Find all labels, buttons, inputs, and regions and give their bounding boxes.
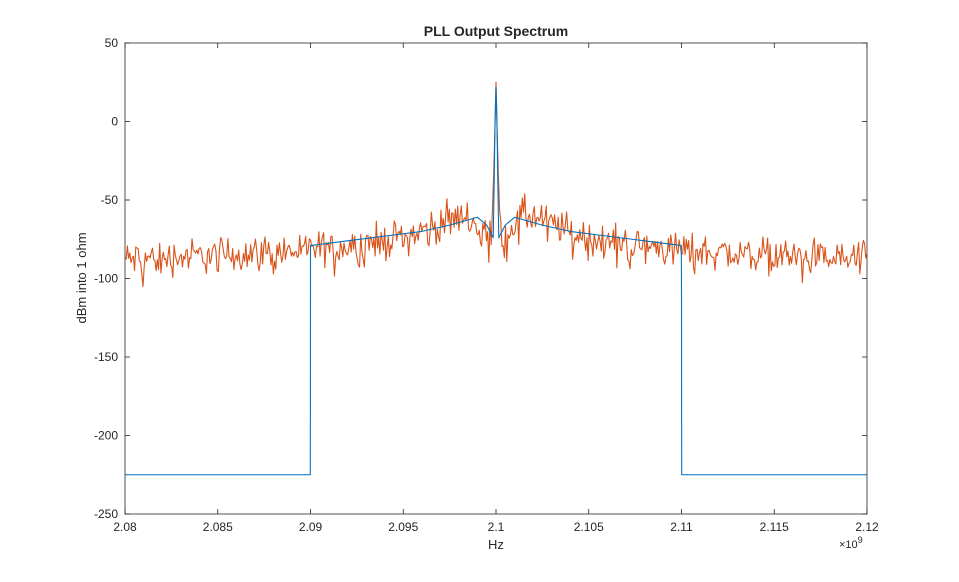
x-tick-label: 2.12 <box>855 520 879 534</box>
x-axis-label: Hz <box>488 537 504 552</box>
y-tick-label: 50 <box>105 36 119 50</box>
x-ticks: 2.08 2.085 2.09 2.095 2.1 2.105 2.11 2.115 2.12 <box>113 43 879 534</box>
y-tick-label: -150 <box>94 350 118 364</box>
x-exponent-base: ×10 <box>839 539 858 551</box>
x-tick-label: 2.085 <box>203 520 233 534</box>
y-tick-label: -200 <box>94 429 118 443</box>
x-tick-label: 2.1 <box>488 520 505 534</box>
plot-area <box>125 43 867 514</box>
series-line-orange <box>124 81 868 287</box>
x-tick-label: 2.105 <box>574 520 604 534</box>
x-tick-label: 2.08 <box>113 520 137 534</box>
chart-title: PLL Output Spectrum <box>424 23 568 39</box>
y-tick-label: -50 <box>101 193 119 207</box>
series-layer <box>124 81 868 476</box>
series-line-blue <box>125 86 867 476</box>
x-tick-label: 2.095 <box>388 520 418 534</box>
y-ticks: 50 0 -50 -100 -150 -200 -250 <box>94 36 867 521</box>
x-exponent-label: ×109 <box>839 535 863 551</box>
y-tick-label: -250 <box>94 507 118 521</box>
y-tick-label: 0 <box>111 115 118 129</box>
y-axis-label: dBm into 1 ohm <box>74 232 89 323</box>
x-exponent-power: 9 <box>858 535 863 545</box>
x-tick-label: 2.115 <box>760 520 789 534</box>
y-tick-label: -100 <box>94 272 118 286</box>
x-tick-label: 2.09 <box>299 520 323 534</box>
x-tick-label: 2.11 <box>670 520 693 534</box>
